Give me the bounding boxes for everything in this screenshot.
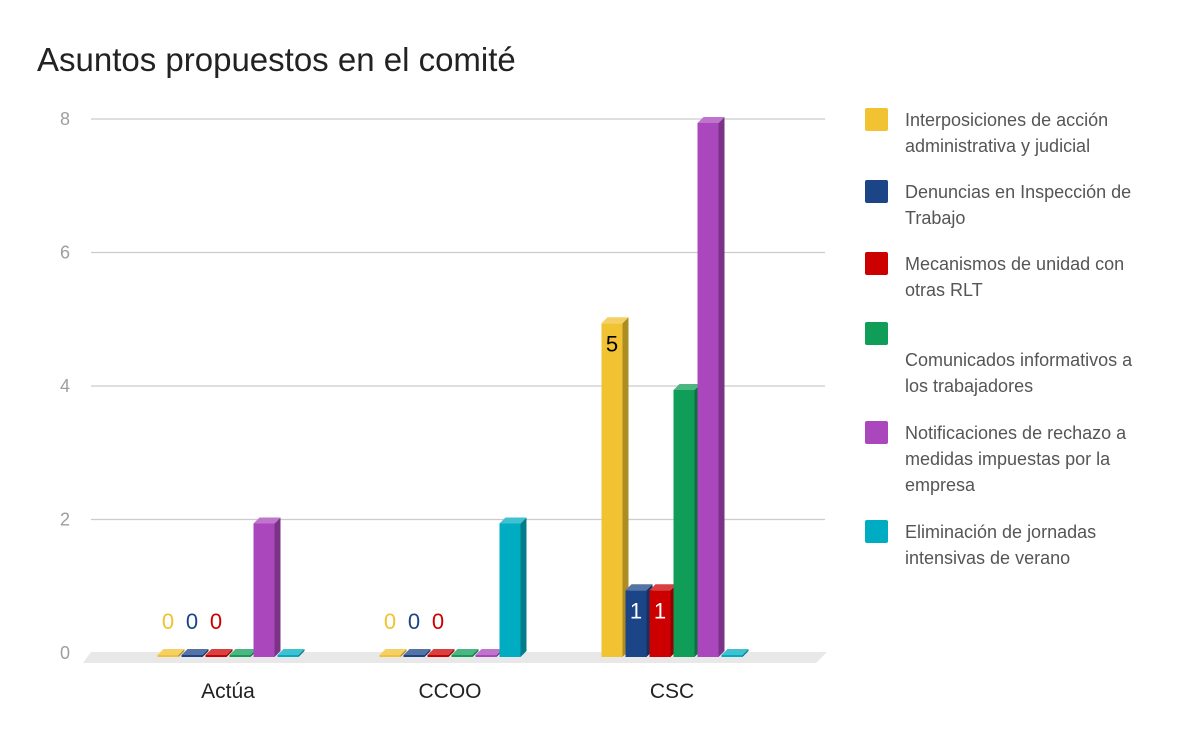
- bar-side: [178, 649, 185, 657]
- bar-side: [298, 649, 305, 657]
- labels-layer: 0 0 0 0 0 051 1: [162, 331, 666, 634]
- bar: [253, 523, 275, 657]
- legend-label: Eliminación de jornadas: [905, 522, 1096, 542]
- bar: [451, 655, 473, 657]
- y-tick-label: 8: [60, 109, 70, 129]
- x-tick-label: Actúa: [201, 680, 255, 703]
- legend-label: administrativa y judicial: [905, 136, 1090, 156]
- bar-top: [181, 649, 209, 655]
- bar-top: [229, 649, 257, 655]
- bar-top: [499, 517, 527, 524]
- legend-label: Notificaciones de rechazo a: [905, 423, 1127, 443]
- bar: [427, 655, 449, 657]
- bar-side: [226, 649, 233, 657]
- bar-top: [673, 384, 701, 390]
- legend-label: Comunicados informativos a: [905, 350, 1133, 370]
- legend-label: Denuncias en Inspección de: [905, 182, 1131, 202]
- data-label: 0: [408, 609, 420, 634]
- bar-top: [403, 649, 431, 655]
- bar: [499, 523, 521, 657]
- data-label: 0: [210, 609, 222, 634]
- data-label: 0: [162, 609, 174, 634]
- bar-side: [622, 317, 629, 657]
- bar-top: [427, 649, 455, 655]
- bar: [721, 655, 743, 657]
- bar-side: [400, 649, 407, 657]
- legend-swatch: [865, 520, 888, 543]
- axis-layer: 0 2 4 6 8 Actúa CCOO CSC: [60, 109, 694, 703]
- legend-label: Mecanismos de unidad con: [905, 254, 1124, 274]
- bar: [157, 655, 179, 657]
- bar-top: [205, 649, 233, 655]
- bar-side: [472, 649, 479, 657]
- bar-top: [157, 649, 185, 655]
- legend-label: medidas impuestas por la: [905, 449, 1111, 469]
- bar: [697, 123, 719, 657]
- legend-swatch: [865, 322, 888, 345]
- bar: [601, 323, 623, 657]
- x-tick-label: CSC: [650, 680, 694, 703]
- bar: [403, 655, 425, 657]
- y-tick-label: 2: [60, 510, 70, 530]
- bar: [181, 655, 203, 657]
- bars-layer: [157, 117, 749, 657]
- legend-label: empresa: [905, 475, 976, 495]
- bar: [649, 590, 671, 657]
- bar: [475, 655, 497, 657]
- bar: [277, 655, 299, 657]
- legend-swatch: [865, 252, 888, 275]
- bar-side: [742, 649, 749, 657]
- y-tick-label: 0: [60, 643, 70, 663]
- bar: [205, 655, 227, 657]
- bar: [625, 590, 647, 657]
- legend-label: Trabajo: [905, 208, 965, 228]
- data-label: 0: [384, 609, 396, 634]
- data-label: 5: [606, 331, 618, 356]
- bar-side: [274, 517, 281, 657]
- legend-label: otras RLT: [905, 280, 983, 300]
- legend: Interposiciones de acción administrativa …: [865, 108, 1133, 568]
- bar-top: [379, 649, 407, 655]
- y-tick-label: 6: [60, 243, 70, 263]
- bar: [229, 655, 251, 657]
- bar-top: [601, 317, 629, 324]
- bar-top: [475, 649, 503, 655]
- bar-top: [625, 584, 653, 591]
- data-label: 0: [432, 609, 444, 634]
- legend-swatch: [865, 421, 888, 444]
- data-label: 1: [654, 598, 666, 623]
- y-tick-label: 4: [60, 376, 70, 396]
- chart-title: Asuntos propuestos en el comité: [37, 41, 516, 78]
- bar-top: [721, 649, 749, 655]
- legend-label: intensivas de verano: [905, 548, 1070, 568]
- bar-top: [277, 649, 305, 655]
- bar-top: [451, 649, 479, 655]
- bar-side: [520, 517, 527, 657]
- bar-side: [424, 649, 431, 657]
- legend-swatch: [865, 180, 888, 203]
- x-tick-label: CCOO: [419, 680, 482, 703]
- legend-label: Interposiciones de acción: [905, 110, 1108, 130]
- bar-top: [697, 117, 725, 123]
- bar-top: [649, 584, 677, 591]
- data-label: 0: [186, 609, 198, 634]
- data-label: 1: [630, 598, 642, 623]
- legend-label: los trabajadores: [905, 376, 1033, 396]
- legend-swatch: [865, 108, 888, 131]
- bar: [673, 390, 695, 657]
- bar-side: [202, 649, 209, 657]
- bar-top: [253, 517, 281, 524]
- bar-side: [448, 649, 455, 657]
- bar: [379, 655, 401, 657]
- bar-side: [718, 117, 725, 657]
